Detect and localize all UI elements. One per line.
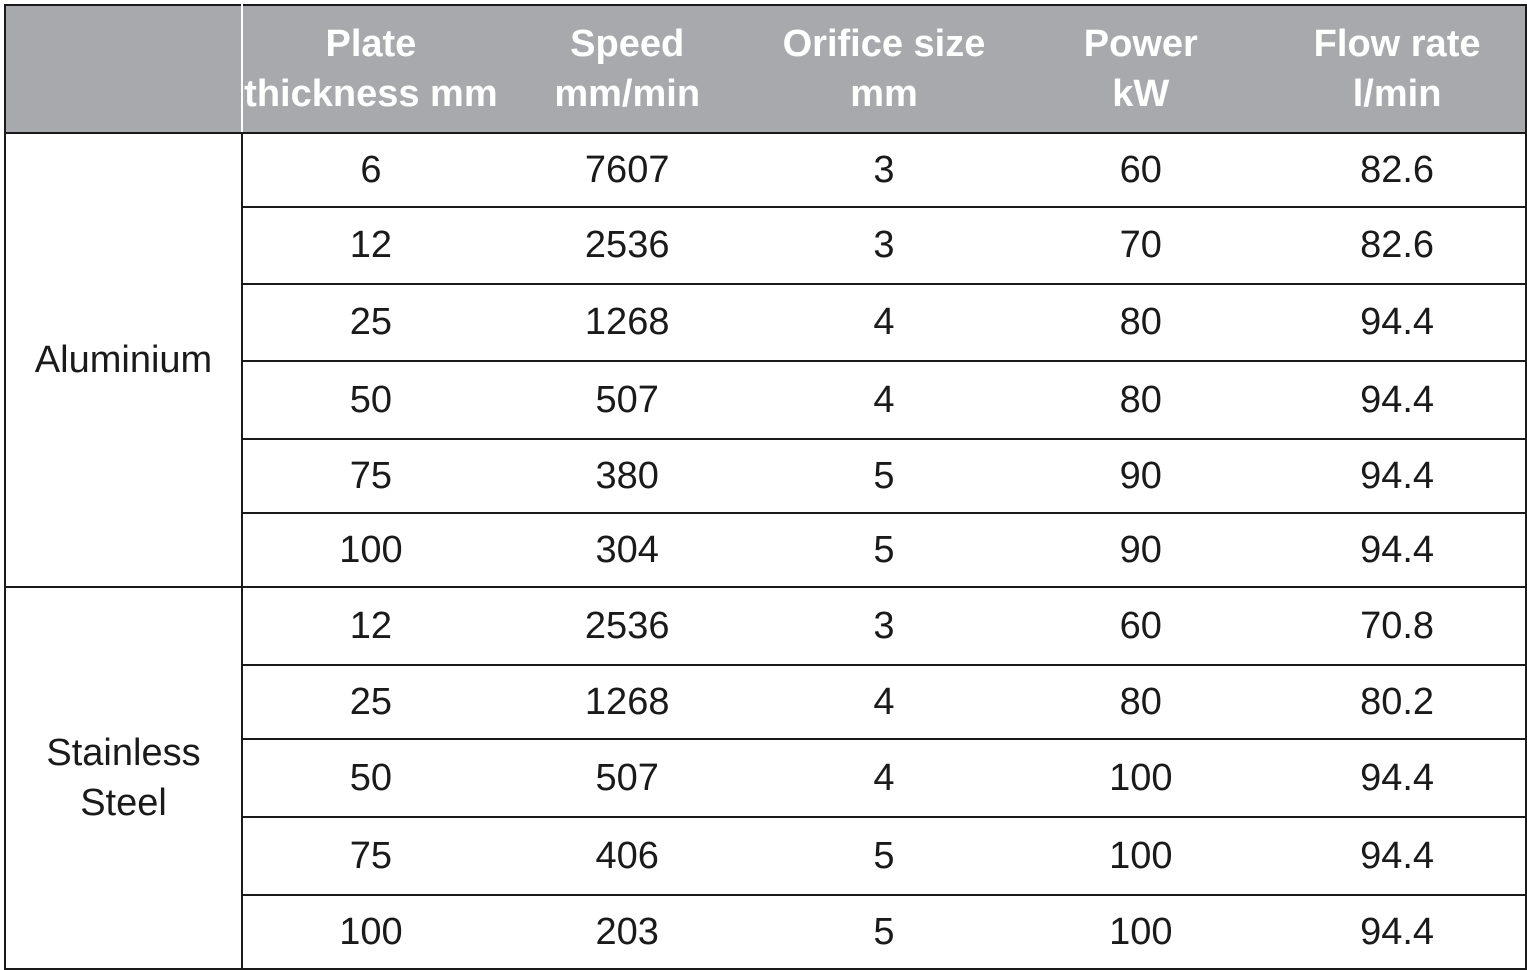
cell-speed: 2536: [498, 207, 756, 285]
cell-flow: 94.4: [1269, 361, 1526, 440]
cell-flow: 94.4: [1269, 513, 1526, 588]
cell-flow: 82.6: [1269, 207, 1526, 285]
cell-power: 80: [1012, 665, 1270, 740]
cutting-parameters-table: Plate thickness mm Speed mm/min Orifice …: [4, 4, 1527, 970]
cell-flow: 94.4: [1269, 739, 1526, 818]
table-row: 50 507 4 80 94.4: [5, 361, 1526, 440]
table-row: Aluminium 6 7607 3 60 82.6: [5, 133, 1526, 588]
cell-speed: 507: [498, 739, 756, 818]
cell-flow: 82.6: [1269, 133, 1526, 208]
cell-speed: 304: [498, 513, 756, 588]
cell-orifice: 3: [755, 587, 1013, 666]
table-header: Plate thickness mm Speed mm/min Orifice …: [5, 5, 1526, 134]
cell-thickness: 100: [242, 513, 499, 588]
header-power-line1: Power: [1083, 23, 1198, 65]
material-label-line2: Steel: [80, 782, 167, 824]
cell-speed: 1268: [498, 284, 756, 362]
table-row: 12 2536 3 70 82.6: [5, 207, 1526, 285]
table-body: Aluminium 6 7607 3 60 82.6 12 2536 3 70 …: [5, 133, 1526, 970]
cell-power: 90: [1012, 513, 1270, 588]
cell-speed: 2536: [498, 587, 756, 666]
header-orifice-size: Orifice size mm: [755, 5, 1013, 134]
cell-power: 90: [1012, 439, 1270, 514]
cell-thickness: 50: [242, 739, 499, 818]
cell-power: 100: [1012, 739, 1270, 818]
cell-flow: 80.2: [1269, 665, 1526, 740]
cell-speed: 7607: [498, 133, 756, 208]
cell-speed: 507: [498, 361, 756, 440]
cell-power: 60: [1012, 587, 1270, 666]
cell-orifice: 5: [755, 439, 1013, 514]
cell-orifice: 3: [755, 207, 1013, 285]
cell-orifice: 3: [755, 133, 1013, 208]
table-row: Stainless Steel 12 2536 3 60 70.8: [5, 587, 1526, 970]
cell-orifice: 5: [755, 895, 1013, 970]
cell-speed: 203: [498, 895, 756, 970]
header-row: Plate thickness mm Speed mm/min Orifice …: [5, 5, 1526, 134]
cell-thickness: 25: [242, 665, 499, 740]
header-speed-line2: mm/min: [554, 73, 701, 115]
table-row: 25 1268 4 80 80.2: [5, 665, 1526, 740]
cell-flow: 94.4: [1269, 895, 1526, 970]
header-orifice-size-line2: mm: [850, 73, 918, 115]
material-cell-stainless-steel: Stainless Steel: [5, 587, 243, 970]
table-row: 75 380 5 90 94.4: [5, 439, 1526, 514]
cell-thickness: 100: [242, 895, 499, 970]
cell-thickness: 6: [242, 133, 499, 208]
table-row: 100 304 5 90 94.4: [5, 513, 1526, 588]
header-speed-line1: Speed: [570, 23, 685, 65]
header-flow-rate-line1: Flow rate: [1313, 23, 1481, 65]
material-cell-aluminium: Aluminium: [5, 133, 243, 588]
cell-flow: 94.4: [1269, 284, 1526, 362]
cell-orifice: 5: [755, 817, 1013, 896]
cell-power: 80: [1012, 284, 1270, 362]
header-plate-thickness: Plate thickness mm: [242, 5, 499, 134]
table-row: 50 507 4 100 94.4: [5, 739, 1526, 818]
cell-flow: 70.8: [1269, 587, 1526, 666]
cell-power: 60: [1012, 133, 1270, 208]
cell-power: 70: [1012, 207, 1270, 285]
header-power: Power kW: [1012, 5, 1270, 134]
cell-orifice: 5: [755, 513, 1013, 588]
cell-orifice: 4: [755, 665, 1013, 740]
cell-flow: 94.4: [1269, 817, 1526, 896]
cell-thickness: 75: [242, 439, 499, 514]
cell-thickness: 12: [242, 207, 499, 285]
cell-thickness: 12: [242, 587, 499, 666]
header-plate-thickness-line2: thickness mm: [244, 73, 498, 115]
material-label-line1: Stainless: [46, 732, 201, 774]
table-row: 75 406 5 100 94.4: [5, 817, 1526, 896]
header-flow-rate-line2: l/min: [1352, 73, 1442, 115]
header-plate-thickness-line1: Plate: [325, 23, 417, 65]
header-speed: Speed mm/min: [498, 5, 756, 134]
cell-thickness: 75: [242, 817, 499, 896]
cell-power: 100: [1012, 895, 1270, 970]
cell-speed: 406: [498, 817, 756, 896]
cell-thickness: 50: [242, 361, 499, 440]
cell-thickness: 25: [242, 284, 499, 362]
cell-power: 100: [1012, 817, 1270, 896]
cell-flow: 94.4: [1269, 439, 1526, 514]
material-label-line1: Aluminium: [34, 339, 213, 381]
table-row: 25 1268 4 80 94.4: [5, 284, 1526, 362]
cell-speed: 1268: [498, 665, 756, 740]
cell-orifice: 4: [755, 739, 1013, 818]
header-orifice-size-line1: Orifice size: [782, 23, 986, 65]
cell-orifice: 4: [755, 361, 1013, 440]
header-material-blank: [5, 5, 243, 134]
cell-power: 80: [1012, 361, 1270, 440]
header-power-line2: kW: [1112, 73, 1170, 115]
header-flow-rate: Flow rate l/min: [1269, 5, 1526, 134]
cell-orifice: 4: [755, 284, 1013, 362]
cell-speed: 380: [498, 439, 756, 514]
